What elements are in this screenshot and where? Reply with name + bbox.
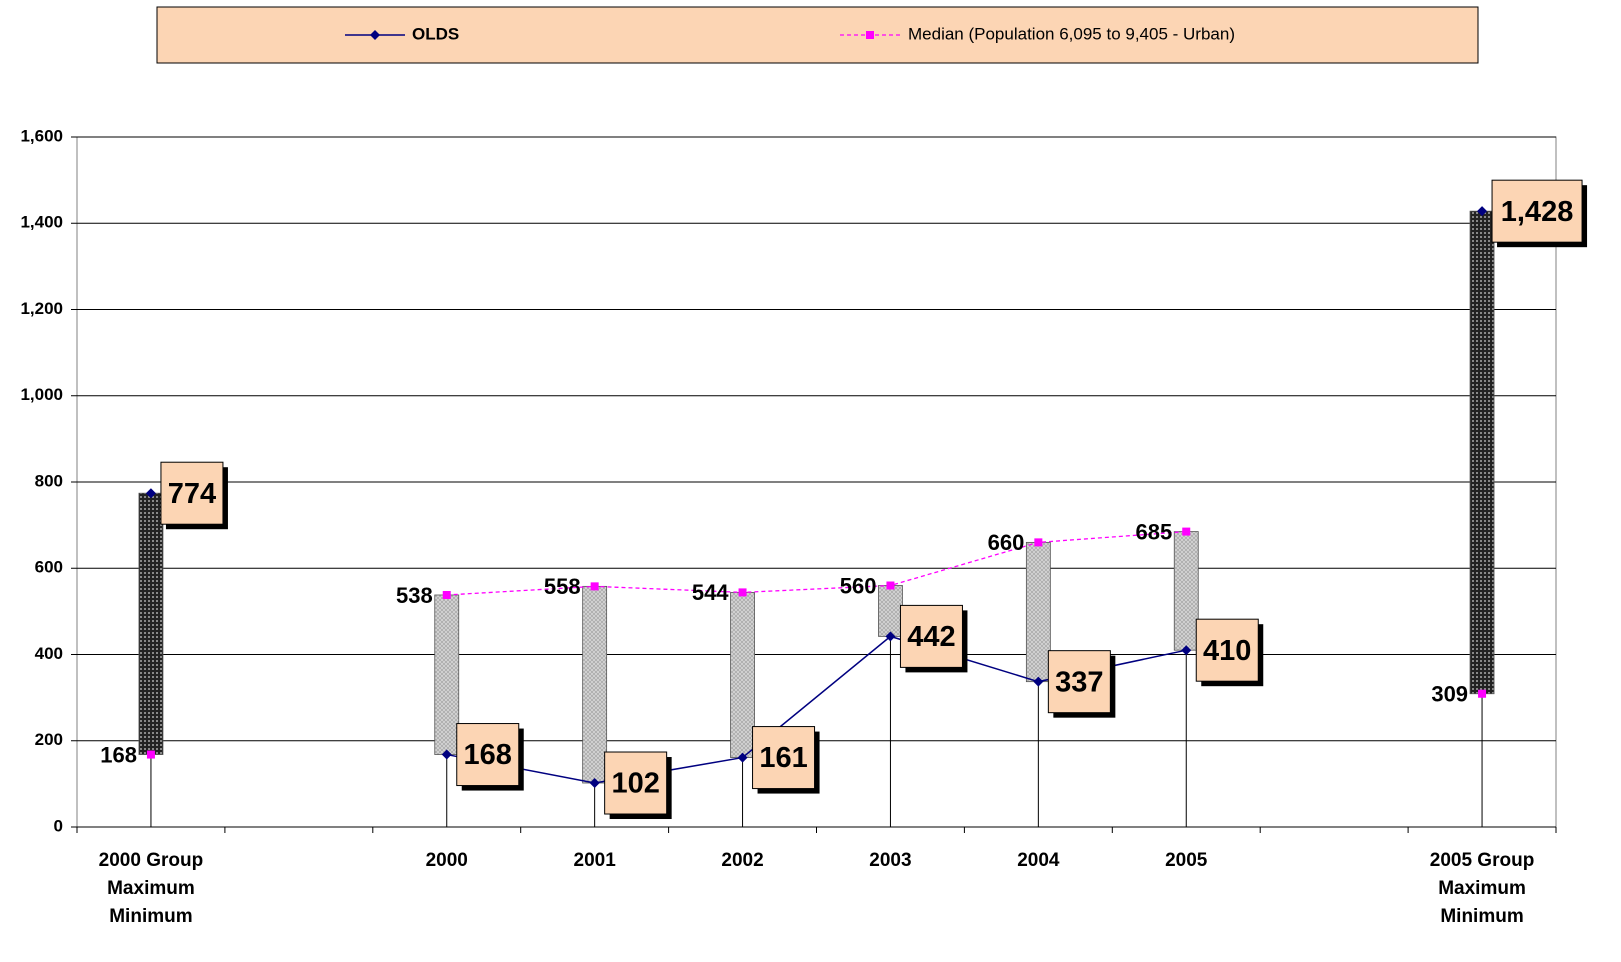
label-box <box>1047 650 1111 714</box>
marker <box>1182 527 1191 536</box>
data-label: 168 <box>464 739 512 771</box>
label-box <box>456 723 520 787</box>
series-line <box>446 530 1187 596</box>
marker <box>1034 538 1043 547</box>
label-box <box>604 751 668 815</box>
y-tick-label: 200 <box>35 730 63 749</box>
high-low-bar <box>878 585 903 637</box>
marker <box>590 582 599 591</box>
marker <box>738 588 747 597</box>
high-low-bar <box>138 492 164 755</box>
data-label: 660 <box>988 530 1025 555</box>
x-tick-label: 2000 Group Maximum Minimum <box>98 850 204 927</box>
y-tick-label: 1,400 <box>20 213 63 232</box>
marker <box>886 581 895 590</box>
legend-label: OLDS <box>412 24 459 43</box>
label-box <box>160 461 224 525</box>
data-label: 560 <box>840 573 877 598</box>
y-tick-label: 1,200 <box>20 299 63 318</box>
marker <box>1181 645 1192 656</box>
high-low-bar <box>434 594 460 755</box>
marker <box>737 752 748 763</box>
data-label: 544 <box>692 580 729 605</box>
high-low-bar <box>1469 210 1495 695</box>
marker <box>441 749 452 760</box>
label-box <box>1491 179 1583 243</box>
legend-marker <box>866 31 874 39</box>
data-label: 685 <box>1136 519 1173 544</box>
high-low-bar <box>730 592 755 758</box>
high-low-bar <box>1025 541 1051 683</box>
x-tick-label: 2003 <box>869 850 912 871</box>
marker <box>1477 206 1488 217</box>
data-label: 1,428 <box>1501 196 1574 228</box>
x-tick-label: 2001 <box>573 850 616 871</box>
marker <box>885 631 896 642</box>
legend-label: Median (Population 6,095 to 9,405 - Urba… <box>908 24 1235 43</box>
label-box <box>1195 618 1259 682</box>
marker <box>145 488 156 499</box>
data-label: 309 <box>1431 682 1468 707</box>
data-label: 161 <box>759 742 807 774</box>
x-tick-label: 2002 <box>721 850 764 871</box>
data-label: 168 <box>100 742 137 767</box>
y-tick-label: 1,600 <box>20 126 63 145</box>
data-label: 337 <box>1055 666 1103 698</box>
data-label: 558 <box>544 574 581 599</box>
marker <box>1478 689 1487 698</box>
marker <box>442 590 451 599</box>
y-tick-label: 1,000 <box>20 385 63 404</box>
x-tick-label: 2005 Group Maximum Minimum <box>1429 850 1535 927</box>
marker <box>589 778 600 789</box>
x-tick-label: 2005 <box>1165 850 1208 871</box>
data-label: 410 <box>1203 635 1251 667</box>
high-low-bar <box>582 585 608 784</box>
y-tick-label: 800 <box>35 471 63 490</box>
y-tick-label: 600 <box>35 558 63 577</box>
y-tick-label: 0 <box>54 816 63 835</box>
data-label: 442 <box>907 621 955 653</box>
label-box <box>752 726 816 790</box>
y-tick-label: 400 <box>35 644 63 663</box>
high-low-bar <box>1173 531 1199 651</box>
data-label: 102 <box>611 768 659 800</box>
marker <box>146 750 155 759</box>
marker <box>1033 676 1044 687</box>
data-label: 538 <box>396 583 433 608</box>
data-label: 774 <box>168 478 216 510</box>
x-tick-label: 2000 <box>425 850 468 871</box>
x-tick-label: 2004 <box>1017 850 1060 871</box>
label-box <box>899 604 963 668</box>
legend-marker <box>370 30 380 40</box>
